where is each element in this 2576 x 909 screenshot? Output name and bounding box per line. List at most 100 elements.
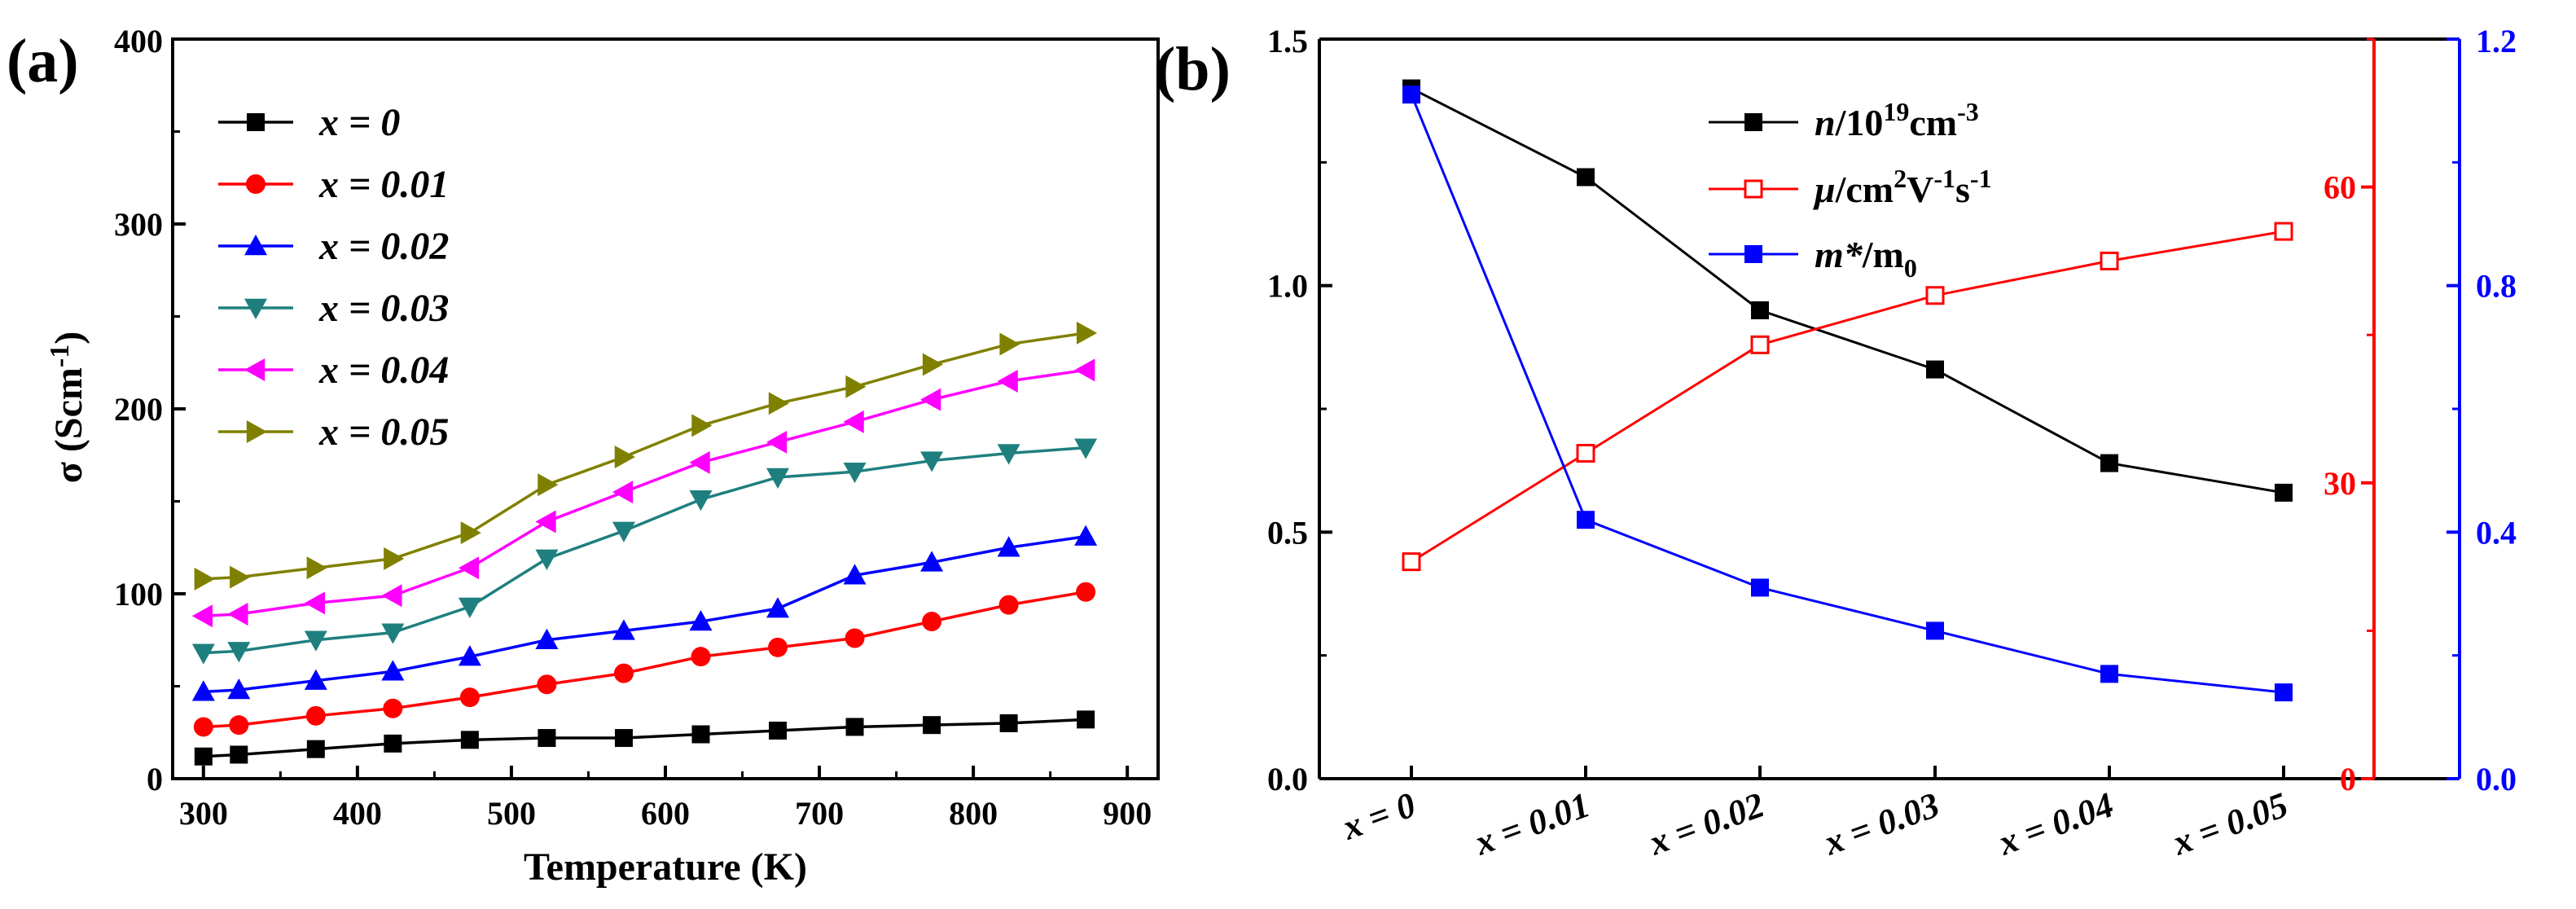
data-point — [922, 612, 942, 632]
panel-a-label: (a) — [7, 27, 79, 95]
data-point — [537, 674, 557, 695]
data-point — [923, 716, 941, 735]
legend-superscript: -3 — [1957, 97, 1979, 126]
data-point — [191, 604, 213, 628]
data-point — [1402, 86, 1420, 104]
legend-label: x = 0.03 — [318, 287, 449, 330]
data-point — [614, 729, 633, 748]
legend-marker — [244, 358, 265, 381]
data-point — [998, 595, 1019, 615]
legend-symbol: μ — [1813, 169, 1836, 210]
legend-label: x = 0.01 — [318, 163, 449, 206]
data-point — [383, 698, 403, 718]
panel-a-legend: x = 0 x = 0.01 x = 0.02 x = 0.03 x = 0.04 x =… — [218, 101, 449, 454]
data-point — [2100, 251, 2119, 270]
data-point — [230, 745, 248, 764]
red-y-tick-label: 0 — [2340, 761, 2356, 797]
legend-superscript: -1 — [1970, 164, 1992, 193]
series-line — [203, 718, 1086, 758]
y-tick-label: 400 — [114, 23, 163, 59]
legend-unit: /cm — [1835, 169, 1894, 210]
data-point — [769, 721, 788, 740]
data-point — [460, 521, 481, 545]
data-point — [999, 714, 1018, 732]
panel-a-y-axis-label: σ (Scm-1) — [45, 332, 90, 483]
data-point — [230, 565, 251, 589]
panel-b-axes: 0.0 0.5 1.0 1.5 0 30 60 0.0 0.4 0.8 1.2 x = 0 x = 0.… — [1267, 23, 2517, 863]
x-tick-label: 800 — [949, 795, 998, 832]
x-tick-label: 400 — [333, 795, 382, 832]
data-point — [612, 481, 634, 504]
data-point — [1750, 335, 1770, 354]
series-line — [1411, 230, 2284, 563]
legend-marker — [244, 235, 267, 256]
series-line — [1410, 94, 2284, 694]
panel-a: (a) 300 400 500 600 700 800 900 0 100 200 300 400 x… — [7, 23, 1160, 889]
left-y-tick-label: 1.5 — [1267, 23, 1308, 59]
data-point — [1074, 358, 1095, 382]
panel-b-label: (b) — [1155, 35, 1231, 103]
x-category-label: x = 0.05 — [2166, 784, 2293, 863]
data-point — [538, 729, 556, 748]
data-point — [1751, 578, 1769, 597]
data-point — [2275, 483, 2293, 502]
data-point — [535, 628, 559, 649]
data-point — [384, 547, 405, 570]
data-point — [381, 660, 405, 681]
legend-label: x = 0.02 — [318, 225, 449, 268]
data-point — [538, 473, 559, 497]
legend-unit: s — [1955, 169, 1970, 210]
data-point — [843, 410, 864, 433]
data-point — [1926, 360, 1944, 379]
data-point — [845, 628, 865, 648]
data-point — [227, 642, 251, 663]
y-tick-label: 100 — [114, 576, 163, 613]
series-line — [1411, 87, 2284, 494]
legend-marker — [1744, 245, 1762, 263]
data-point — [2100, 665, 2118, 683]
data-point — [1576, 443, 1595, 463]
left-y-tick-label: 0.0 — [1267, 761, 1308, 797]
legend-unit: /10 — [1835, 102, 1884, 143]
legend-unit: V — [1907, 169, 1933, 210]
data-point — [997, 444, 1020, 465]
blue-y-tick-label: 0.8 — [2476, 268, 2517, 305]
data-point — [2275, 683, 2293, 702]
legend-symbol: m* — [1815, 234, 1863, 275]
data-point — [845, 718, 864, 736]
legend-superscript: -1 — [1933, 164, 1955, 193]
x-category-label: x = 0.04 — [1992, 784, 2118, 863]
panel-a-axes: 300 400 500 600 700 800 900 0 100 200 300 400 — [114, 23, 1152, 832]
x-category-label: x = 0.02 — [1643, 784, 1769, 863]
legend-unit: cm — [1909, 102, 1957, 143]
legend-superscript: 19 — [1883, 97, 1909, 126]
legend-label: m*/m0 — [1815, 234, 1917, 283]
data-point — [384, 734, 402, 753]
data-point — [227, 678, 251, 700]
data-point — [691, 414, 713, 437]
data-point — [766, 468, 790, 489]
y-tick-label: 300 — [114, 206, 163, 243]
blue-y-tick-label: 0.4 — [2476, 514, 2517, 551]
legend-subscript: 0 — [1904, 253, 1917, 283]
data-point — [306, 740, 325, 758]
data-point — [191, 680, 215, 701]
legend-marker — [1744, 179, 1763, 199]
left-y-tick-label: 1.0 — [1267, 268, 1308, 305]
legend-marker — [246, 174, 265, 194]
blue-y-tick-label: 1.2 — [2476, 23, 2517, 59]
data-point — [691, 725, 710, 744]
data-point — [1077, 710, 1095, 729]
data-point — [458, 645, 481, 666]
x-category-label: x = 0.03 — [1818, 784, 1944, 863]
data-point — [535, 549, 559, 570]
legend-label: x = 0 — [318, 101, 400, 144]
data-point — [997, 369, 1018, 393]
panel-a-x-axis-label: Temperature (K) — [524, 845, 807, 889]
data-point — [194, 747, 213, 766]
legend-label: x = 0.04 — [318, 349, 449, 392]
data-point — [1076, 582, 1096, 602]
panel-a-series — [191, 321, 1098, 766]
panel-a-y-axis-label-sup: -1 — [45, 345, 75, 367]
data-point — [614, 446, 635, 469]
